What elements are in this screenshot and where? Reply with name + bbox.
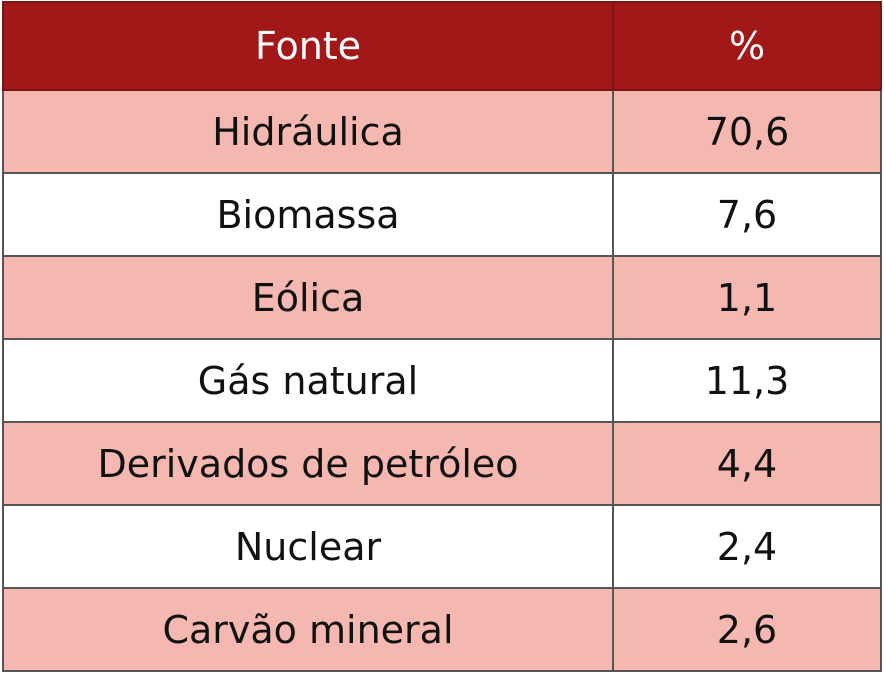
table-header: Fonte % [2, 1, 882, 91]
header-cell: Fonte [2, 1, 614, 91]
table-row: Carvão mineral 2,6 [2, 587, 882, 672]
percent-cell: 11,3 [612, 338, 882, 423]
source-cell: Nuclear [2, 504, 614, 589]
header-row: Fonte % [2, 1, 882, 91]
source-cell: Biomassa [2, 172, 614, 257]
percent-cell: 2,6 [612, 587, 882, 672]
source-cell: Hidráulica [2, 89, 614, 174]
header-cell: % [612, 1, 882, 91]
percent-cell: 4,4 [612, 421, 882, 506]
source-cell: Gás natural [2, 338, 614, 423]
source-cell: Eólica [2, 255, 614, 340]
table-body: Hidráulica 70,6 Biomassa 7,6 Eólica 1,1 Gás na… [2, 89, 882, 672]
percent-cell: 2,4 [612, 504, 882, 589]
percent-cell: 7,6 [612, 172, 882, 257]
table-row: Hidráulica 70,6 [2, 89, 882, 174]
percent-cell: 70,6 [612, 89, 882, 174]
source-cell: Derivados de petróleo [2, 421, 614, 506]
table-row: Derivados de petróleo 4,4 [2, 421, 882, 506]
percent-cell: 1,1 [612, 255, 882, 340]
source-cell: Carvão mineral [2, 587, 614, 672]
table-row: Gás natural 11,3 [2, 338, 882, 423]
table-row: Biomassa 7,6 [2, 172, 882, 257]
table-row: Eólica 1,1 [2, 255, 882, 340]
table-row: Nuclear 2,4 [2, 504, 882, 589]
